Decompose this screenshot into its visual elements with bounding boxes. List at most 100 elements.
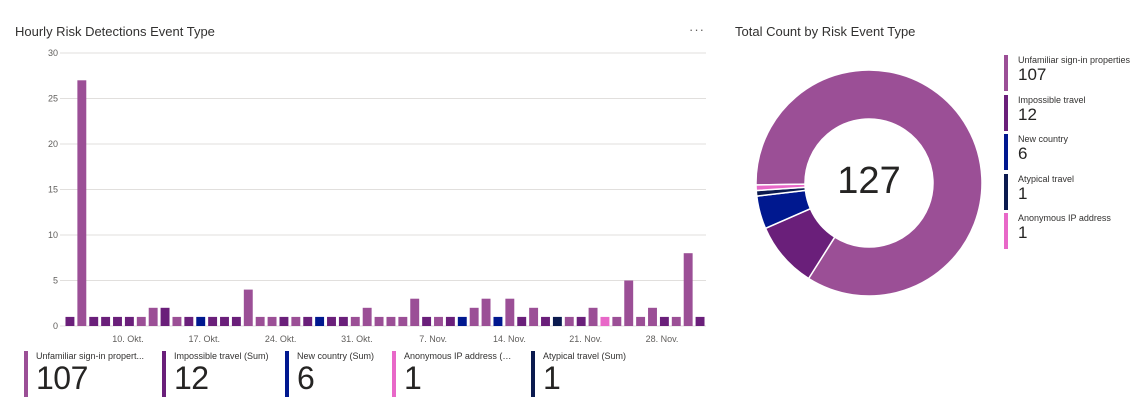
y-tick-label: 30 [48,48,58,58]
y-tick-label: 10 [48,230,58,240]
bar-unfamiliar[interactable] [624,280,634,327]
bar-unfamiliar[interactable] [469,307,479,326]
legend-item-unfamiliar[interactable]: Unfamiliar sign-in properties 107 [1004,55,1130,91]
bar-impossible[interactable] [65,316,75,326]
legend-value: 12 [1018,105,1037,124]
bar-unfamiliar[interactable] [77,80,87,326]
bar-impossible[interactable] [101,316,111,326]
bar-impossible[interactable] [695,316,705,326]
bar-atypical[interactable] [552,316,562,326]
bar-new_country[interactable] [315,316,325,326]
bar-impossible[interactable] [576,316,586,326]
legend-item-anonymous-ip[interactable]: Anonymous IP address 1 [1004,213,1111,249]
x-tick-label: 14. Nov. [493,334,526,344]
bar-unfamiliar[interactable] [136,316,146,326]
bar-impossible[interactable] [231,316,241,326]
bar-unfamiliar[interactable] [648,307,657,326]
y-tick-label: 20 [48,139,58,149]
more-options-icon[interactable]: ··· [689,22,705,37]
y-tick-label: 15 [48,185,58,195]
tile-value: 6 [297,360,315,396]
bar-unfamiliar[interactable] [350,316,360,326]
x-tick-label: 28. Nov. [646,334,679,344]
legend-value: 1 [1018,184,1028,203]
y-tick-label: 25 [48,94,58,104]
bar-unfamiliar[interactable] [529,307,539,326]
bar-impossible[interactable] [327,316,336,326]
bar-unfamiliar[interactable] [291,316,301,326]
bar-unfamiliar[interactable] [362,307,372,326]
tile-value: 107 [36,360,88,396]
bar-impossible[interactable] [89,316,99,326]
tile-impossible-travel[interactable]: Impossible travel (Sum) 12 [162,351,269,397]
bar-impossible[interactable] [220,316,229,326]
x-tick-label: 21. Nov. [569,334,602,344]
bar-impossible[interactable] [445,316,455,326]
hourly-risk-bar-chart: 0 5 10 15 20 25 30 10. Okt. 17. Okt. 24. Okt. 31. … [48,48,706,344]
bar-unfamiliar[interactable] [386,316,396,326]
bar-unfamiliar[interactable] [434,316,443,326]
bar-unfamiliar[interactable] [398,316,408,326]
bar-unfamiliar[interactable] [683,253,693,326]
bar-unfamiliar[interactable] [588,307,598,326]
bar-chart-title: Hourly Risk Detections Event Type [15,24,215,39]
bar-impossible[interactable] [338,316,348,326]
tile-new-country[interactable]: New country (Sum) 6 [285,351,374,397]
bar-impossible[interactable] [303,316,313,326]
bar-impossible[interactable] [124,316,134,326]
x-tick-label: 7. Nov. [419,334,447,344]
bar-unfamiliar[interactable] [505,298,515,326]
bar-impossible[interactable] [659,316,669,326]
bar-impossible[interactable] [113,316,122,326]
legend-label: New country [1018,134,1069,144]
bar-unfamiliar[interactable] [255,316,265,326]
donut-slice[interactable] [755,69,983,297]
bar-unfamiliar[interactable] [148,307,158,326]
bar-unfamiliar[interactable] [374,316,384,326]
legend-value: 1 [1018,223,1028,242]
risk-event-donut-chart [755,69,983,297]
bar-new_country[interactable] [457,316,467,326]
bar-unfamiliar[interactable] [410,298,420,326]
bar-impossible[interactable] [160,307,170,326]
donut-center-total: 127 [837,160,901,202]
bar-impossible[interactable] [422,316,432,326]
bar-unfamiliar[interactable] [636,316,646,326]
bar-new_country[interactable] [493,316,503,326]
bar-impossible[interactable] [541,316,550,326]
tile-atypical-travel[interactable]: Atypical travel (Sum) 1 [531,351,626,397]
legend-label: Anonymous IP address [1018,213,1111,223]
legend-item-impossible-travel[interactable]: Impossible travel 12 [1004,95,1086,131]
y-tick-label: 5 [53,276,58,286]
donut-slice[interactable] [755,183,806,192]
legend-label: Impossible travel [1018,95,1086,105]
bar-unfamiliar[interactable] [172,316,182,326]
bar-unfamiliar[interactable] [564,316,574,326]
bar-unfamiliar[interactable] [481,298,491,326]
bar-unfamiliar[interactable] [671,316,681,326]
bar-new_country[interactable] [196,316,206,326]
legend-item-new-country[interactable]: New country 6 [1004,134,1068,170]
tile-value: 1 [404,360,422,396]
legend-item-atypical-travel[interactable]: Atypical travel 1 [1004,174,1074,210]
bar-anonymous[interactable] [600,316,610,326]
legend-value: 6 [1018,144,1028,163]
bar-unfamiliar[interactable] [267,316,277,326]
bar-unfamiliar[interactable] [243,289,253,326]
bar-impossible[interactable] [184,316,194,326]
tile-anonymous-ip[interactable]: Anonymous IP address (S... 1 [392,351,514,397]
legend-label: Atypical travel [1018,174,1075,184]
bar-impossible[interactable] [517,316,527,326]
legend-value: 107 [1018,65,1047,84]
bar-unfamiliar[interactable] [612,316,622,326]
tile-value: 12 [174,360,209,396]
bar-impossible[interactable] [208,316,218,326]
bar-impossible[interactable] [279,316,289,326]
tile-value: 1 [543,360,561,396]
x-tick-label: 10. Okt. [112,334,144,344]
x-tick-label: 24. Okt. [265,334,297,344]
y-tick-label: 0 [53,321,58,331]
x-tick-label: 31. Okt. [341,334,373,344]
legend-label: Unfamiliar sign-in properties [1018,55,1131,65]
tile-unfamiliar[interactable]: Unfamiliar sign-in propert... 107 [24,351,144,397]
